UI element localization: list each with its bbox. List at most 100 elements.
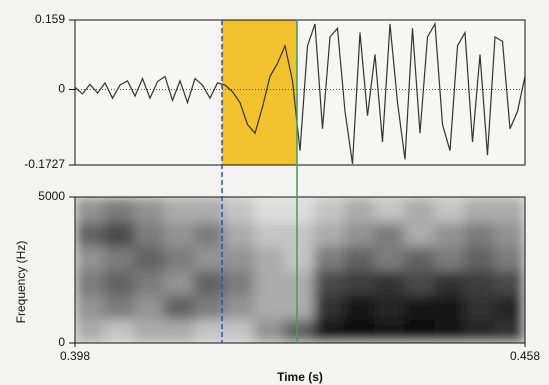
spectrogram-cell — [194, 293, 226, 320]
spectrogram-cell — [194, 197, 226, 223]
spectrogram-cell — [104, 197, 136, 223]
spectrogram-cell — [434, 197, 466, 223]
x-tick-label: 0.458 — [510, 349, 540, 363]
spectrogram-cell — [404, 197, 436, 223]
spectrogram-cell — [254, 244, 286, 271]
x-axis-label: Time (s) — [277, 370, 323, 384]
spectrogram-cell — [254, 220, 286, 247]
spectrogram-cell — [344, 220, 376, 247]
spectrogram-cell — [404, 317, 436, 343]
spectrogram-cell — [224, 269, 256, 296]
plot-area — [75, 20, 525, 165]
spectrogram-cell — [134, 244, 166, 271]
y-tick-label: 0 — [58, 82, 65, 96]
spectrogram-cell — [374, 269, 406, 296]
spectrogram-cell — [224, 317, 256, 343]
spectrogram-cell — [284, 244, 316, 271]
spectrogram-cell — [75, 317, 106, 343]
spectrogram-cell — [134, 317, 166, 343]
spectrogram-cell — [434, 244, 466, 271]
spectrogram-cell — [464, 220, 496, 247]
spectrogram-cell — [104, 269, 136, 296]
spectrogram-cell — [434, 317, 466, 343]
spectrogram-cell — [134, 293, 166, 320]
spectrogram-cell — [494, 197, 525, 223]
y-tick-label: -0.1727 — [24, 157, 65, 171]
spectrogram-cell — [434, 293, 466, 320]
spectrogram-cell — [494, 244, 525, 271]
spectrogram-cell — [224, 197, 256, 223]
spectrogram-cell — [374, 244, 406, 271]
x-tick-label: 0.398 — [60, 349, 90, 363]
spectrogram-cell — [104, 293, 136, 320]
spectrogram-cell — [464, 269, 496, 296]
spectrogram-cell — [164, 293, 196, 320]
y-tick-label: 0.159 — [35, 12, 65, 26]
spectrogram-cell — [464, 197, 496, 223]
spectrogram-cell — [344, 244, 376, 271]
spectrogram-cell — [284, 293, 316, 320]
spectrogram-cell — [75, 220, 106, 247]
spectrogram-cell — [314, 317, 346, 343]
spectrogram-cell — [194, 317, 226, 343]
spectrogram-cell — [494, 317, 525, 343]
plot-frame — [74, 19, 526, 166]
spectrogram-cell — [134, 269, 166, 296]
spectrogram-cell — [75, 244, 106, 271]
selection — [222, 20, 297, 165]
spectrogram-cell — [104, 317, 136, 343]
spectrogram-cell — [314, 244, 346, 271]
spectrogram-cell — [164, 197, 196, 223]
y-tick-label: 5000 — [38, 189, 65, 203]
spectrogram-cell — [194, 220, 226, 247]
spectrogram-cell — [164, 269, 196, 296]
spectrogram-cell — [194, 244, 226, 271]
spectrogram-cell — [344, 317, 376, 343]
spectrogram-cell — [284, 317, 316, 343]
spectrogram-cell — [254, 197, 286, 223]
spectrogram-cell — [314, 197, 346, 223]
spectrogram-cell — [284, 197, 316, 223]
spectrogram-cell — [344, 197, 376, 223]
spectrogram-cell — [164, 220, 196, 247]
spectrogram — [75, 197, 525, 343]
spectrogram-cell — [494, 293, 525, 320]
spectrogram-cell — [374, 317, 406, 343]
spectrogram-cell — [224, 293, 256, 320]
spectrogram-cell — [314, 269, 346, 296]
spectrogram-cell — [314, 293, 346, 320]
spectrogram-cell — [494, 269, 525, 296]
spectrogram-cell — [164, 244, 196, 271]
spectrogram-cell — [404, 244, 436, 271]
spectrogram-cell — [374, 220, 406, 247]
spectrogram-cell — [224, 244, 256, 271]
spectrogram-cell — [344, 293, 376, 320]
spectrogram-cell — [494, 220, 525, 247]
spectrogram-cell — [374, 293, 406, 320]
spectrogram-cell — [134, 220, 166, 247]
spectrogram-cell — [75, 293, 106, 320]
waveform — [74, 21, 526, 164]
spectrogram-cell — [254, 317, 286, 343]
spectrogram-cell — [374, 197, 406, 223]
spectrogram-cell — [314, 220, 346, 247]
spectrogram-cell — [75, 269, 106, 296]
spectrogram-cell — [134, 197, 166, 223]
y-tick-label: 0 — [58, 335, 65, 349]
spectrogram-cell — [284, 269, 316, 296]
spectrogram-cell — [104, 220, 136, 247]
spectrogram-cell — [434, 269, 466, 296]
spectrogram-cell — [254, 269, 286, 296]
spectrogram-cell — [404, 293, 436, 320]
spectrogram-cell — [164, 317, 196, 343]
spectrogram-cell — [254, 293, 286, 320]
spectrogram-cell — [284, 220, 316, 247]
spectrogram-cells — [75, 197, 525, 343]
spectrogram-cell — [194, 269, 226, 296]
y-axis-label: Frequency (Hz) — [14, 241, 28, 324]
spectrogram-cell — [344, 269, 376, 296]
spectrogram-cell — [75, 197, 106, 223]
plot-frame — [74, 196, 526, 344]
